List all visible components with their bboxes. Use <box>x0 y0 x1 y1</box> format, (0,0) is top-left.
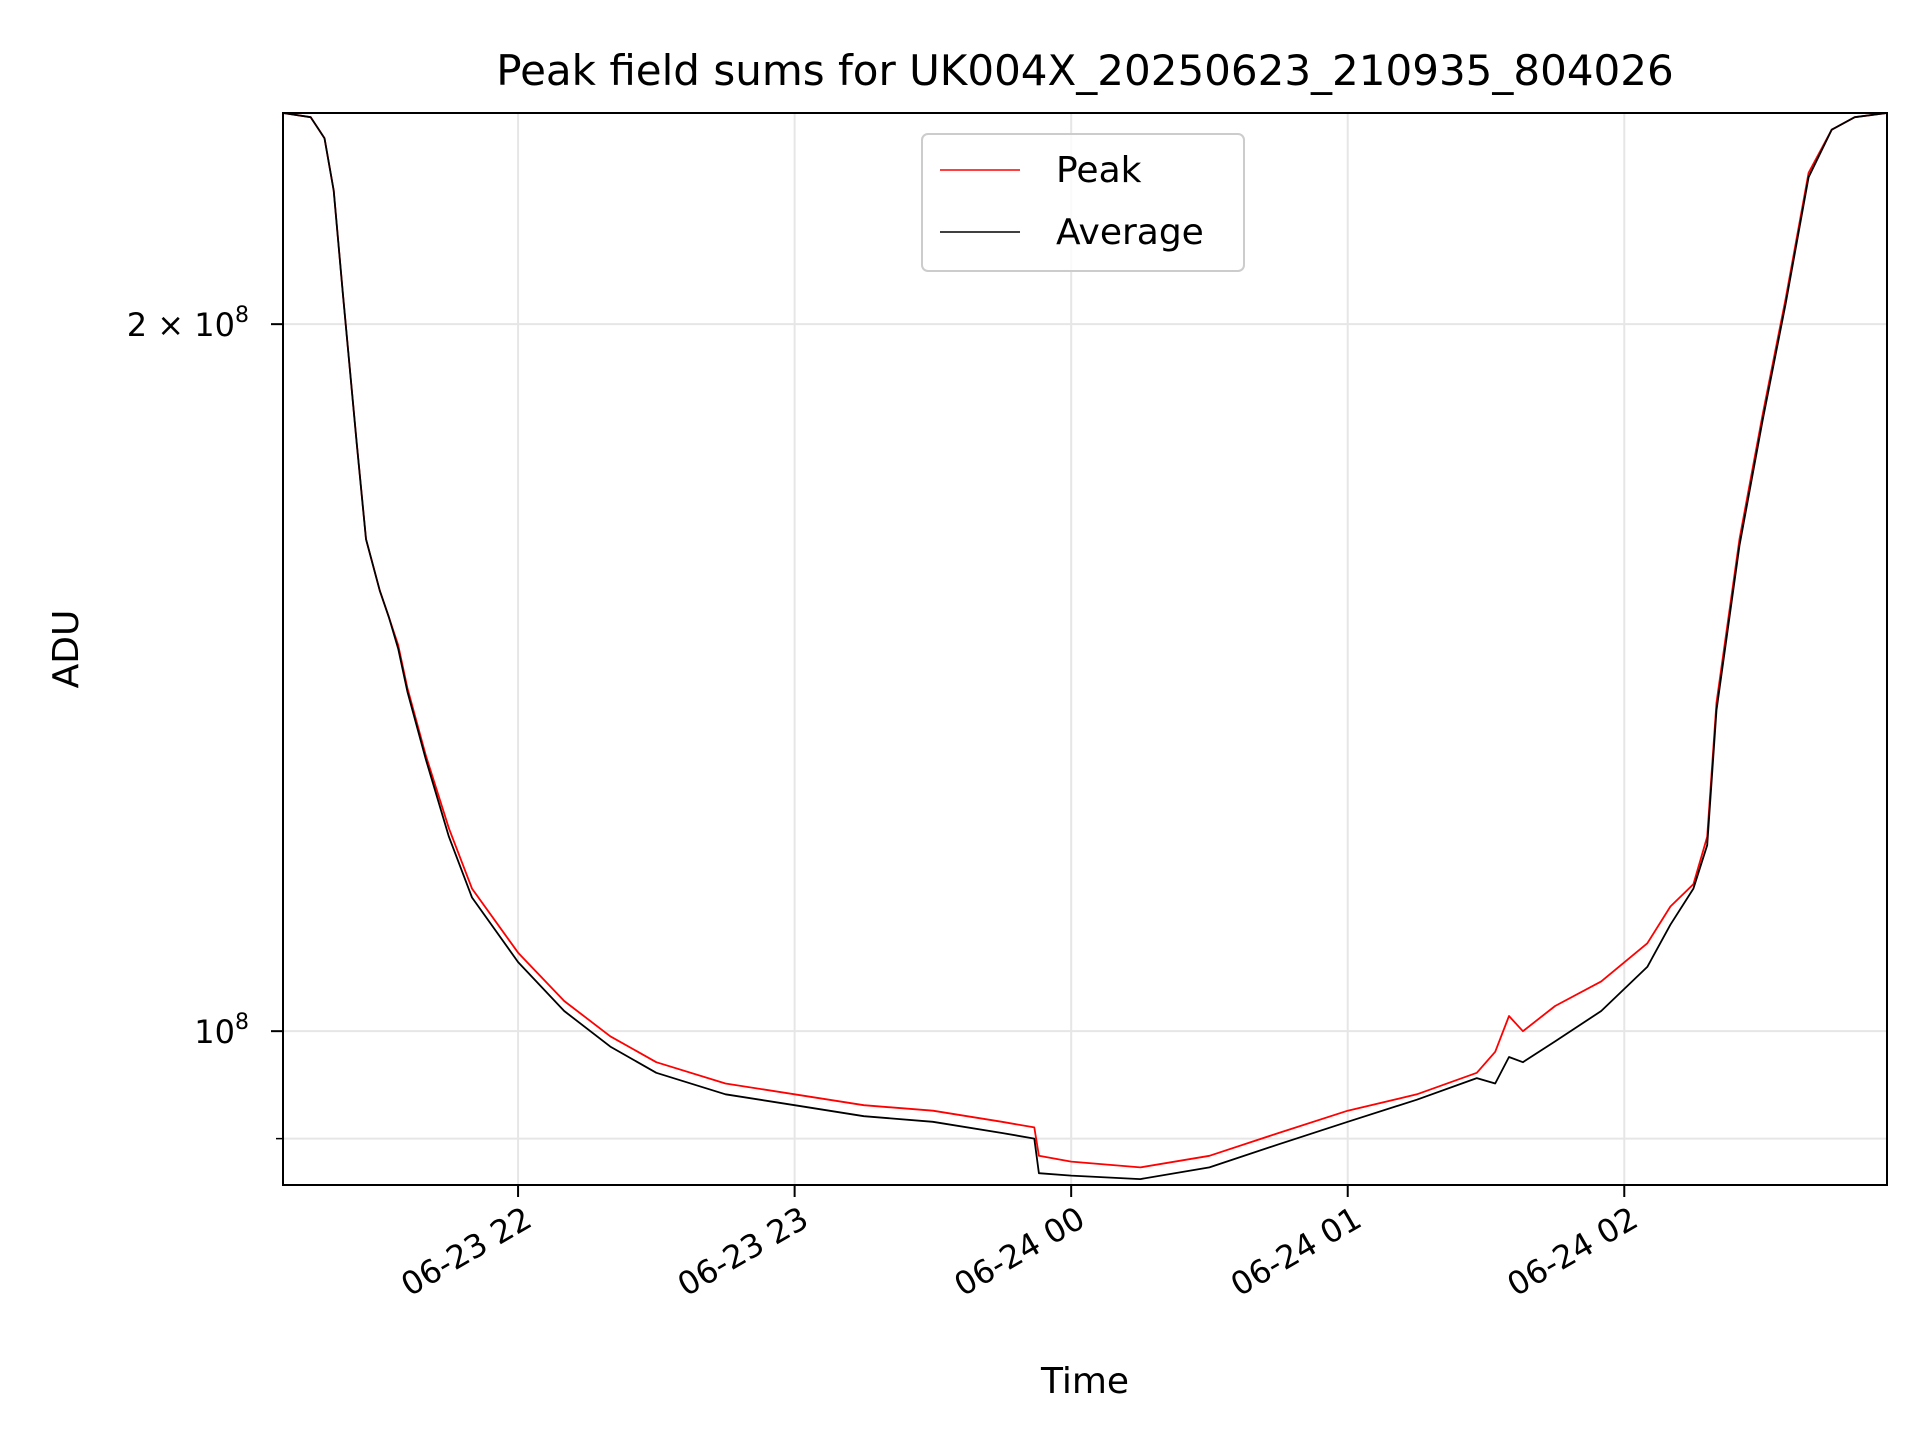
legend-box <box>921 133 1245 272</box>
series-layer <box>282 112 1888 1180</box>
chart-title: Peak field sums for UK004X_20250623_2109… <box>496 46 1673 95</box>
legend-peak-label: Peak <box>1056 150 1142 191</box>
y-tick-label: 2 × 108 <box>127 303 249 344</box>
legend: Peak Average <box>921 133 1245 272</box>
y-axis-label: ADU <box>46 610 87 689</box>
series-line-average <box>282 112 1888 1180</box>
plot-frame <box>282 112 1888 1186</box>
legend-average-label: Average <box>1056 212 1204 253</box>
x-axis-label: Time <box>1040 1361 1129 1402</box>
grid <box>283 113 1887 1185</box>
